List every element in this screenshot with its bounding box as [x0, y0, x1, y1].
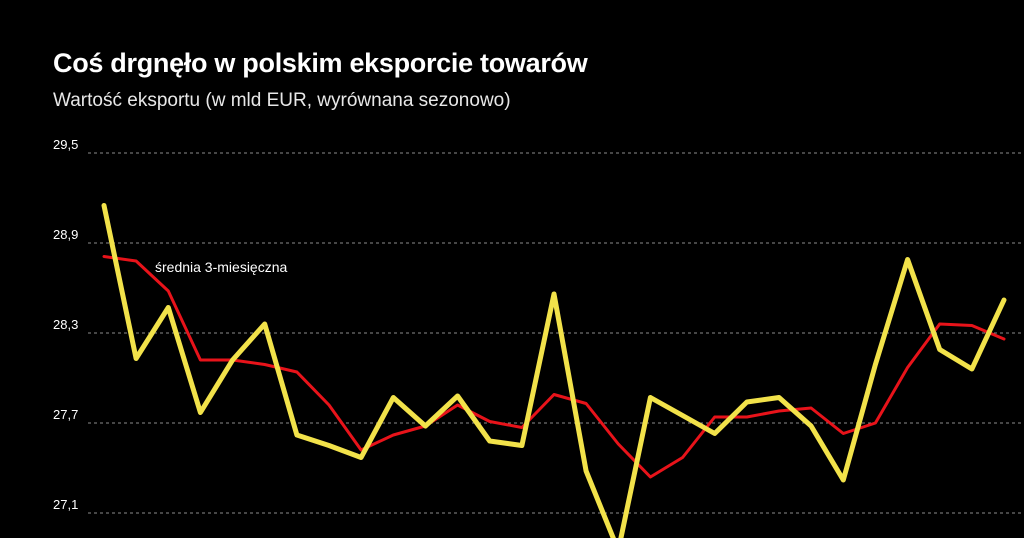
- annotations: średnia 3-miesięczna: [155, 259, 287, 275]
- y-tick-label: 27,1: [53, 497, 78, 512]
- series-lines: [101, 203, 1007, 538]
- series-line-rolling-average: [102, 255, 1006, 479]
- y-tick-label: 28,3: [53, 317, 78, 332]
- grid: 29,5 28,9 28,3 27,7 27,1: [53, 137, 1022, 514]
- y-tick-label: 29,5: [53, 137, 78, 152]
- y-tick-label: 27,7: [53, 407, 78, 422]
- series-line-monthly: [101, 203, 1007, 538]
- chart-subtitle: Wartość eksportu (w mld EUR, wyrównana s…: [53, 90, 511, 111]
- y-tick-label: 28,9: [53, 227, 78, 242]
- series-annotation: średnia 3-miesięczna: [155, 259, 287, 275]
- chart-title: Coś drgnęło w polskim eksporcie towarów: [53, 48, 588, 78]
